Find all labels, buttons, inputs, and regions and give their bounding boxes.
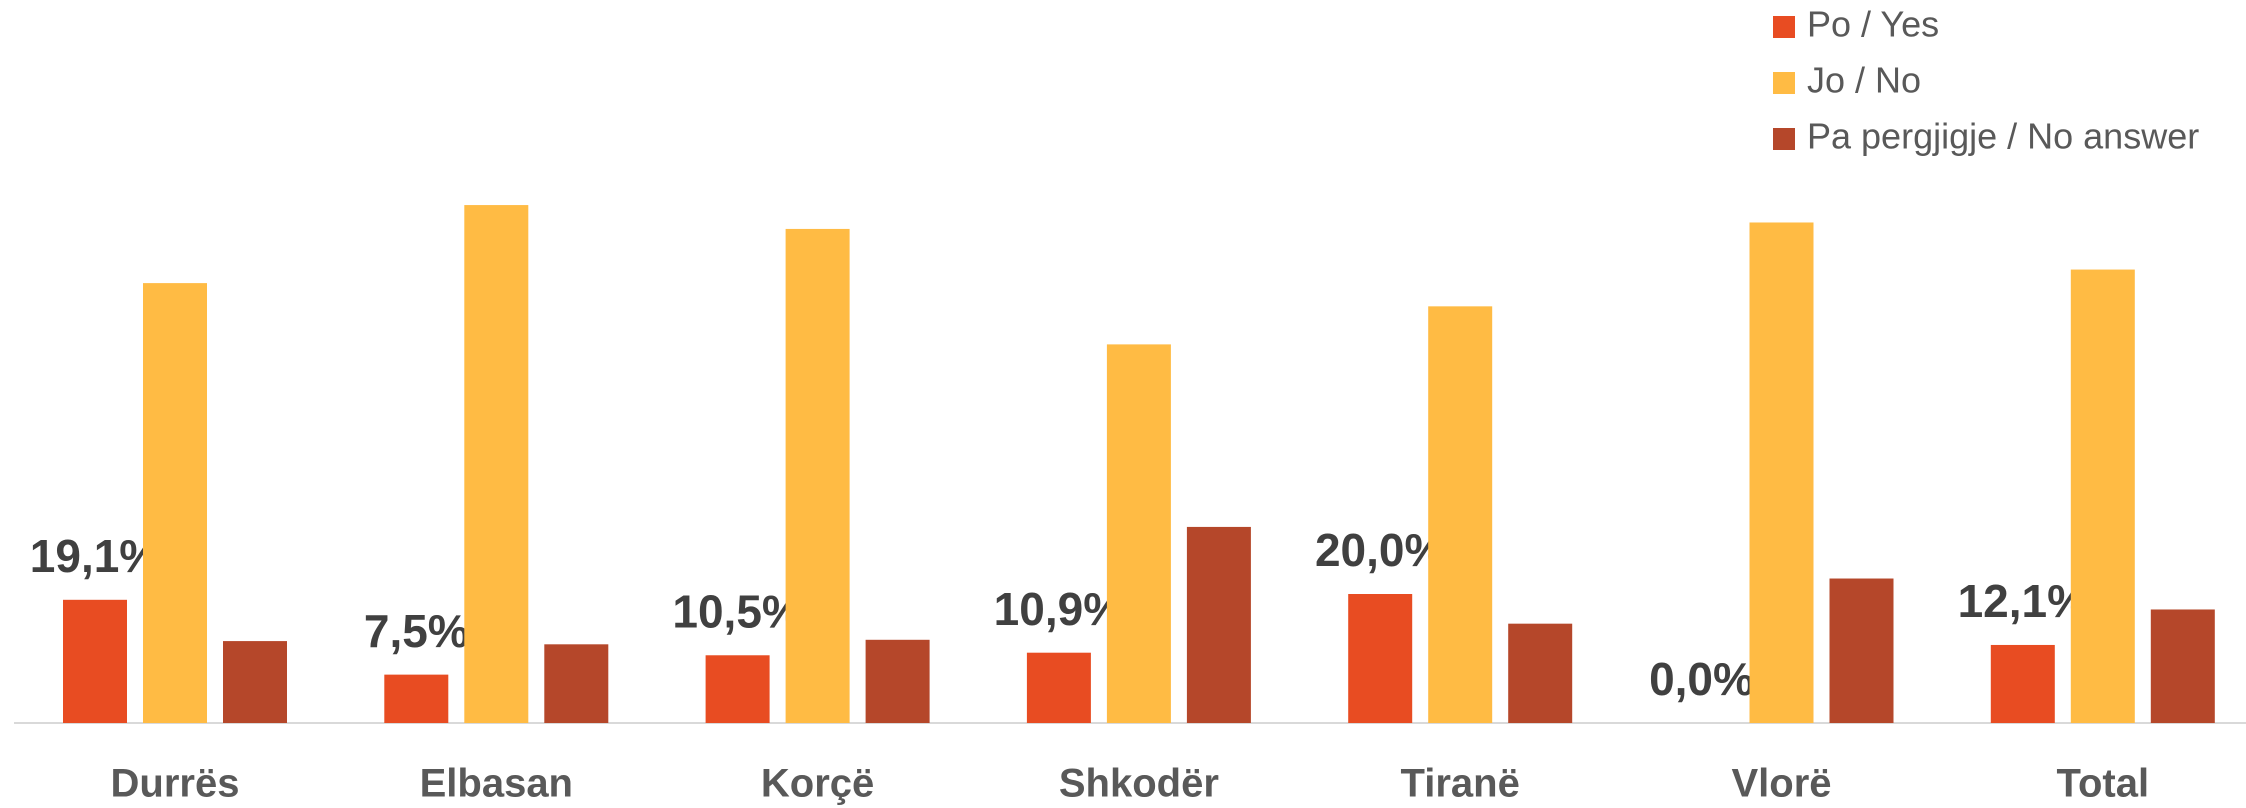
data-label: 20,0% — [1315, 524, 1445, 576]
legend-swatch — [1773, 16, 1795, 38]
x-tick-label: Tiranë — [1401, 762, 1520, 806]
legend-label: Jo / No — [1807, 60, 1921, 101]
x-tick-label: Korçë — [761, 762, 874, 806]
bar — [2150, 609, 2215, 723]
data-label: 10,9% — [994, 583, 1124, 635]
bar — [544, 644, 609, 723]
x-tick-label: Vlorë — [1731, 762, 1831, 806]
bar — [785, 228, 850, 723]
bar — [705, 655, 770, 723]
legend-swatch — [1773, 128, 1795, 150]
bar — [1186, 526, 1251, 723]
legend-label: Pa pergjigje / No answer — [1807, 116, 2199, 157]
bar — [143, 283, 207, 723]
data-label: 19,1% — [30, 530, 160, 582]
data-label: 12,1% — [1958, 575, 2088, 627]
bar — [1428, 306, 1493, 723]
bar — [2070, 269, 2135, 723]
legend-swatch — [1773, 72, 1795, 94]
bar — [1749, 222, 1814, 724]
bar — [1026, 652, 1091, 723]
bar — [1348, 594, 1413, 723]
bar — [223, 641, 287, 723]
x-tick-label: Total — [2057, 762, 2150, 806]
x-tick-label: Durrës — [111, 762, 240, 806]
bar — [1829, 578, 1894, 723]
legend-label: Po / Yes — [1807, 4, 1939, 45]
x-tick-label: Shkodër — [1059, 762, 1219, 806]
x-tick-label: Elbasan — [420, 762, 573, 806]
bar — [384, 674, 449, 723]
bar — [1508, 623, 1573, 723]
bar — [464, 205, 529, 723]
data-label: 7,5% — [364, 605, 469, 657]
data-label: 10,5% — [672, 585, 802, 637]
bar — [1990, 644, 2055, 723]
bar — [1106, 344, 1171, 723]
bar — [865, 639, 930, 723]
bar — [63, 599, 127, 723]
data-label: 0,0% — [1649, 653, 1754, 705]
